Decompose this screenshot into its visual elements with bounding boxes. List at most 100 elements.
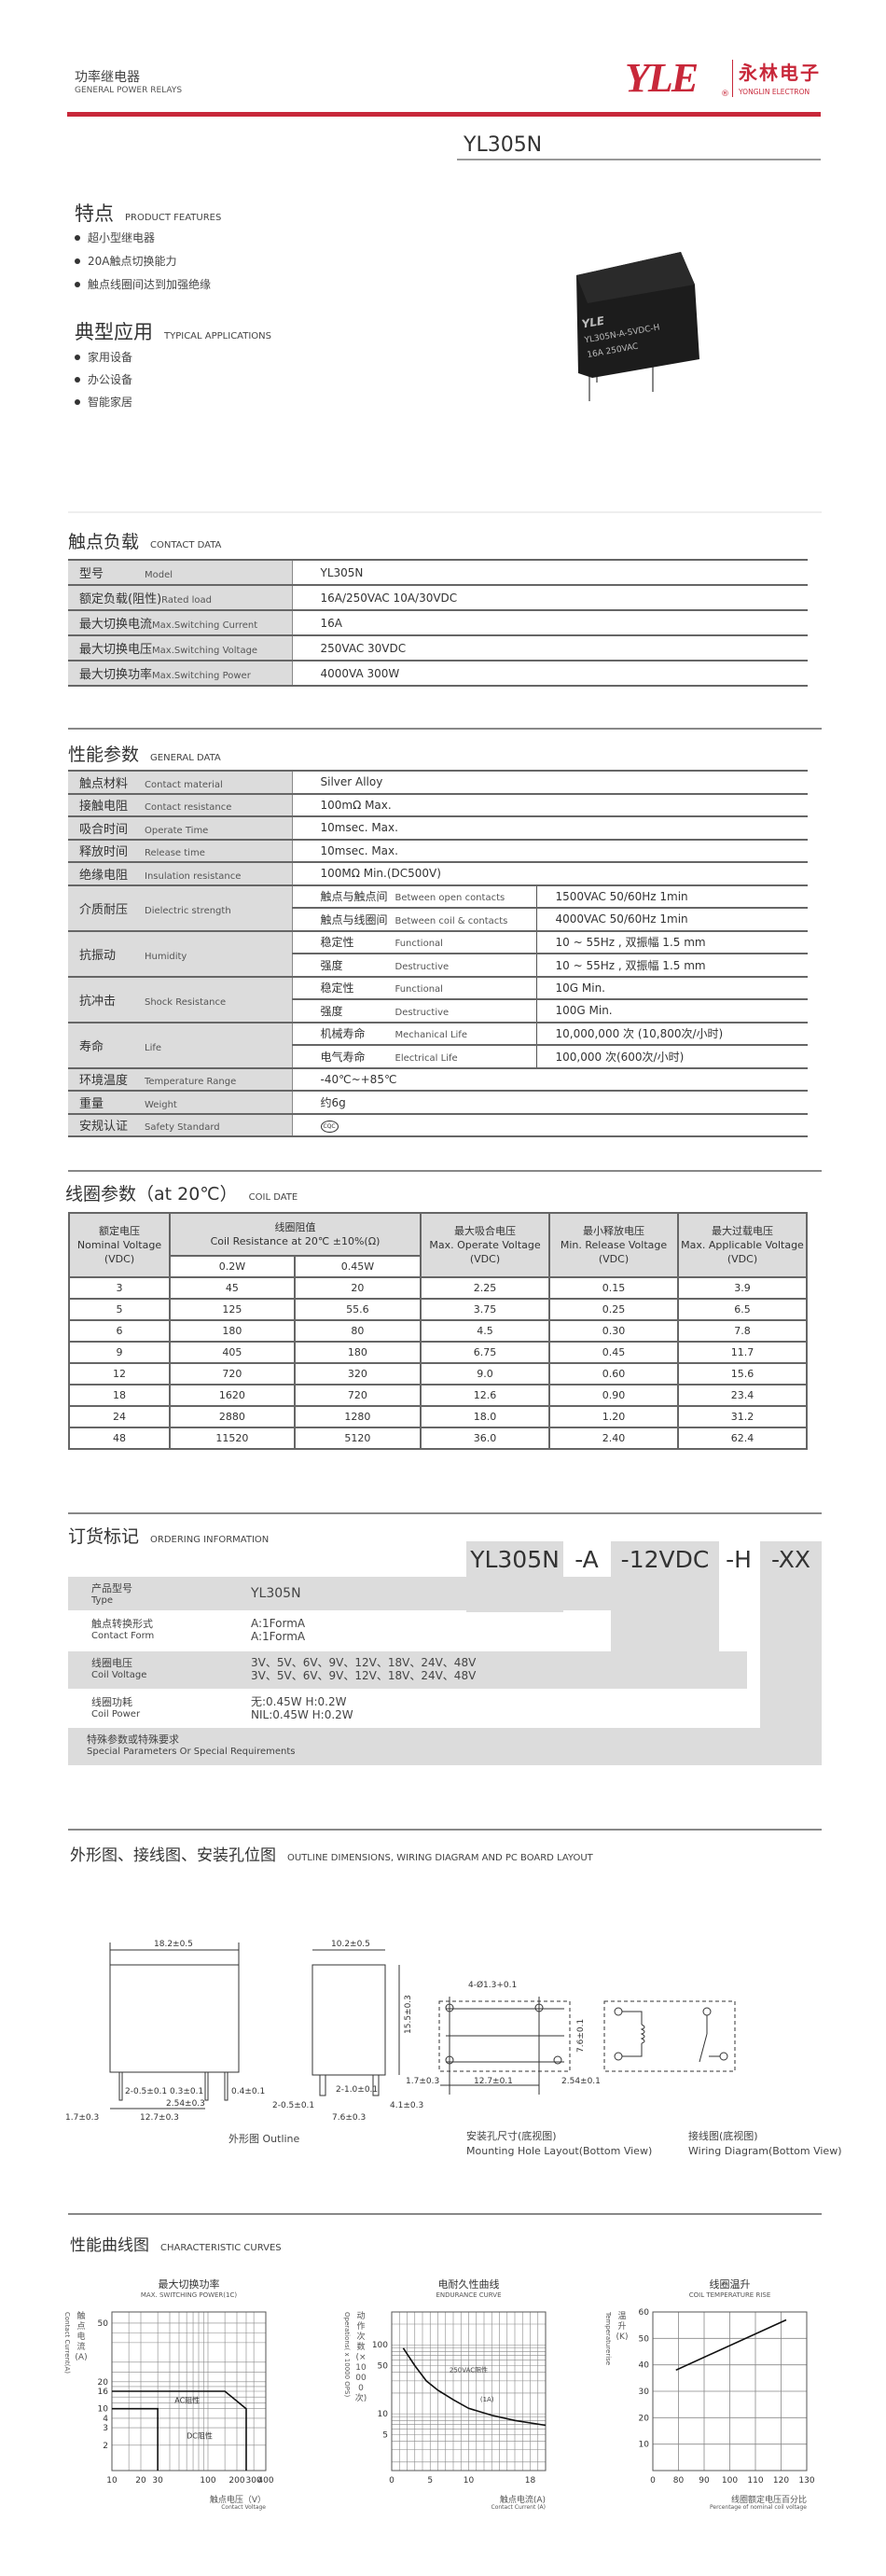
table-cell: 0.60 [548, 1362, 679, 1385]
table-row: 额定负载(阻性)Rated load 16A/250VAC 10A/30VDC [68, 584, 808, 611]
label-en: Operate Time [145, 825, 209, 836]
table-row: 环境温度 Temperature Range -40℃~+85℃ [68, 1066, 808, 1092]
chart-annotation: 250VAC阻性 [450, 2366, 488, 2374]
y-tick-label: 60 [639, 2308, 650, 2318]
chart-plot: 250VAC阻性 (1A) 0 5 10 18 100 50 10 5 [372, 2311, 547, 2485]
ordering-label-cn: 触点转换形式 [91, 1618, 153, 1630]
sub-label-cn: 电气寿命 [320, 1050, 366, 1064]
row-value: 250VAC 30VDC [292, 634, 808, 661]
dim-label: 4-Ø1.3+0.1 [468, 1980, 517, 1990]
sub-label-en: Destructive [395, 1007, 450, 1018]
table-row: 安规认证 Safety Standard CQC [68, 1112, 808, 1137]
x-tick-label: 10 [464, 2476, 475, 2485]
table-row: 重量 Weight 约6g [68, 1090, 808, 1115]
sub-label-cn: 强度 [320, 1004, 343, 1018]
table-cell: 2.40 [548, 1427, 679, 1450]
series-label: AC阻性 [174, 2395, 200, 2404]
table-cell: 24 [68, 1405, 171, 1428]
x-tick-label: 18 [525, 2476, 536, 2485]
label-en: Safety Standard [145, 1122, 220, 1134]
contact-data-table: 型号 Model YL305N 额定负载(阻性)Rated load 16A/250VA… [68, 559, 808, 687]
table-row: 48 11520 5120 36.0 2.40 62.4 [68, 1427, 808, 1450]
row-label: 最大切换功率Max.Switching Power [68, 660, 293, 687]
header-cn: 最大吸合电压 [454, 1225, 516, 1237]
row-label: 释放时间 Release time [68, 838, 293, 863]
header-en: Min. Release Voltage [560, 1239, 668, 1251]
label-en: Weight [145, 1099, 177, 1110]
x-tick-label: 200 [228, 2476, 244, 2485]
table-cell: 1.20 [548, 1405, 679, 1428]
table-row: 释放时间 Release time 10msec. Max. [68, 838, 808, 863]
sub-label: 稳定性 Functional [292, 975, 537, 1000]
relay-product-photo: YLE YL305N-A-5VDC-H 16A 250VAC [576, 252, 699, 401]
category-title-en: GENERAL POWER RELAYS [75, 86, 183, 95]
row-label: 接触电阻 Contact resistance [68, 792, 293, 817]
table-row: 抗振动 Humidity 稳定性 Functional 10 ~ 55Hz , 双振幅 … [68, 929, 808, 978]
sub-label-cn: 触点与触点间 [320, 890, 388, 904]
feature-item: 触点线圈间达到加强绝缘 [75, 276, 211, 292]
y-tick-label: 40 [639, 2361, 650, 2371]
label-cn: 最大切换功率 [79, 668, 153, 682]
table-cell: 80 [293, 1319, 422, 1343]
caption-wiring-cn: 接线图(底视图) [688, 2130, 758, 2142]
x-axis-label-en: Contact Current (A) [491, 2504, 546, 2511]
x-tick-label: 20 [135, 2476, 146, 2485]
y-tick-label: 5 [382, 2430, 388, 2440]
dim-label: 7.6±0.1 [576, 2019, 586, 2053]
applications-title-en: TYPICAL APPLICATIONS [164, 331, 271, 341]
label-cn: 释放时间 [79, 845, 129, 860]
row-value: 10msec. Max. [292, 815, 808, 841]
model-title: YL305N [464, 133, 543, 157]
curves-heading: 性能曲线图 CHARACTERISTIC CURVES [70, 2232, 282, 2255]
ordering-code-segment: -H [726, 1546, 752, 1573]
x-tick-label: 80 [673, 2476, 685, 2485]
general-title-en: GENERAL DATA [150, 753, 221, 763]
sub-label-en: Mechanical Life [395, 1030, 467, 1041]
x-tick-label: 30 [152, 2476, 163, 2485]
table-row: 最大切换电流Max.Switching Current 16A [68, 609, 808, 636]
table-cell: 23.4 [677, 1384, 808, 1407]
ordering-code-segment: YL305N [466, 1541, 563, 1577]
section-divider [68, 2213, 822, 2215]
row-value: 100G Min. [536, 998, 808, 1023]
label-en: Max.Switching Power [152, 671, 251, 681]
y-tick-label: 2 [103, 2442, 108, 2451]
table-cell: 45 [169, 1276, 296, 1300]
table-row: 绝缘电阻 Insulation resistance 100MΩ Min.(DC50… [68, 861, 808, 886]
table-row: 寿命 Life 机械寿命 Mechanical Life 10,000,000 次 (1… [68, 1021, 808, 1069]
features-heading: 特点 PRODUCT FEATURES [75, 199, 221, 227]
label-cn: 环境温度 [79, 1074, 129, 1089]
features-title-en: PRODUCT FEATURES [125, 213, 222, 223]
row-label: 抗振动 Humidity [68, 929, 293, 978]
x-tick-label: 100 [200, 2476, 215, 2485]
row-value: 16A/250VAC 10A/30VDC [292, 584, 808, 611]
label-cn: 抗冲击 [79, 994, 117, 1009]
x-tick-label: 400 [257, 2476, 273, 2485]
ordering-value: 无:0.45W H:0.2W [251, 1695, 347, 1708]
table-row: 5 125 55.6 3.75 0.25 6.5 [68, 1298, 808, 1321]
row-value: 10,000,000 次 (10,800次/小时) [536, 1021, 808, 1046]
general-heading: 性能参数 GENERAL DATA [68, 741, 221, 766]
sub-header-row: 0.2W 0.45W [69, 1255, 807, 1278]
sub-label-en: Destructive [395, 961, 450, 972]
label-en: Max.Switching Voltage [152, 646, 258, 656]
sub-label-cn: 稳定性 [320, 982, 354, 996]
row-value: YL305N [292, 559, 808, 586]
row-label: 最大切换电压Max.Switching Voltage [68, 634, 293, 661]
ordering-heading: 订货标记 ORDERING INFORMATION [68, 1523, 269, 1548]
table-row: 型号 Model YL305N [68, 559, 808, 586]
ordering-code-segment: -12VDC [611, 1541, 719, 1577]
label-en: Temperature Range [145, 1077, 237, 1088]
x-tick-label: 110 [747, 2476, 763, 2485]
coil-title-cn: 线圈参数（at 20℃） [65, 1184, 238, 1204]
table-cell: 12.6 [420, 1384, 550, 1407]
table-cell: 5 [68, 1298, 171, 1321]
dim-label: 7.6±0.3 [332, 2113, 366, 2123]
y-tick-label: 100 [372, 2341, 388, 2350]
row-value: 约6g [292, 1090, 808, 1115]
row-value: -40℃~+85℃ [292, 1066, 808, 1092]
row-value: 100MΩ Min.(DC500V) [292, 861, 808, 886]
header-en: Coil Resistance at 20℃ ±10%(Ω) [210, 1235, 381, 1247]
ordering-value: YL305N [251, 1586, 301, 1601]
table-row: 触点材料 Contact material Silver Alloy [68, 770, 808, 795]
